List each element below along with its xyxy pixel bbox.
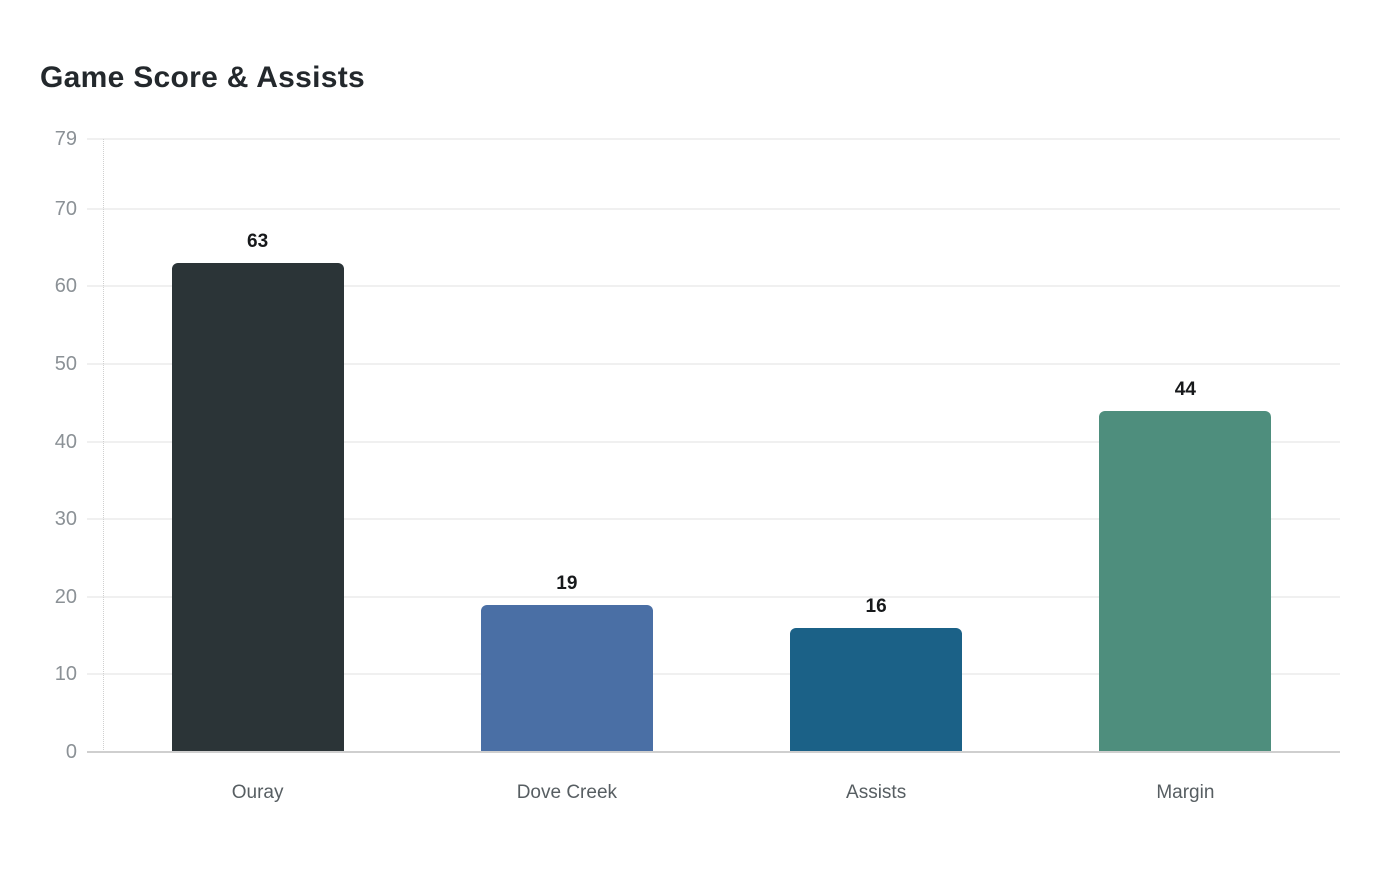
x-category-label: Assists <box>846 782 907 803</box>
gridline <box>87 673 1340 676</box>
y-axis-line <box>103 139 104 752</box>
gridline <box>87 363 1340 366</box>
x-axis-baseline <box>87 751 1340 753</box>
y-tick-label: 40 <box>54 430 77 453</box>
gridline <box>87 138 1340 140</box>
y-tick-label: 70 <box>54 197 77 220</box>
x-category-label: Dove Creek <box>516 782 618 803</box>
gridline <box>87 207 1340 210</box>
bar-assists <box>790 627 963 752</box>
gridline <box>87 440 1340 443</box>
y-tick-label: 60 <box>54 275 77 298</box>
bar-value-label: 63 <box>247 231 269 253</box>
y-tick-label: 50 <box>54 353 77 376</box>
bar-margin <box>1099 410 1272 752</box>
bar-ouray <box>171 263 344 752</box>
x-axis-labels: Ouray Dove Creek Assists Margin <box>103 780 1340 810</box>
y-tick-label: 20 <box>54 585 77 608</box>
y-tick-label: 0 <box>65 741 77 763</box>
chart-title: Game Score & Assists <box>40 61 366 94</box>
bar-value-label: 44 <box>1174 378 1196 400</box>
y-tick-label: 10 <box>54 663 77 686</box>
bar-value-label: 16 <box>865 596 887 618</box>
gridline <box>87 595 1340 598</box>
x-category-label: Ouray <box>231 782 284 803</box>
y-tick-label: 30 <box>54 508 77 531</box>
bar-dove-creek <box>480 604 653 752</box>
y-tick-label: 79 <box>54 128 77 150</box>
bar-value-label: 19 <box>556 572 578 594</box>
gridline <box>87 518 1340 521</box>
plot-area: 63 19 16 44 <box>87 138 1340 753</box>
y-axis-tick-labels: 0 10 20 30 40 50 60 70 79 <box>0 129 77 762</box>
x-category-label: Margin <box>1156 782 1215 803</box>
gridline <box>87 285 1340 288</box>
